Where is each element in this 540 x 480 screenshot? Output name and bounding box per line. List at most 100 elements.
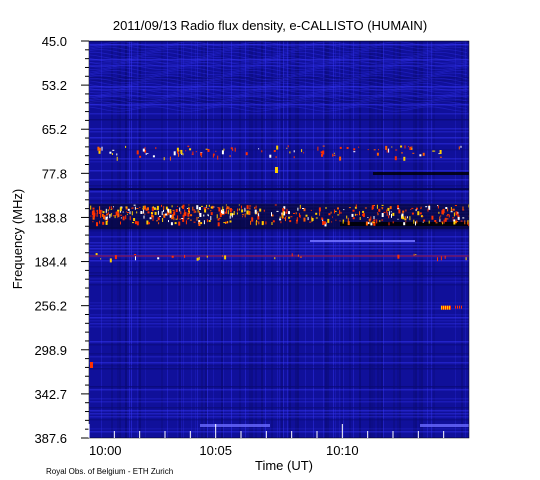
hot-pixel (334, 210, 337, 212)
hot-pixel (152, 216, 154, 221)
hot-pixel (303, 217, 306, 222)
hot-pixel (302, 208, 304, 209)
hot-pixel (383, 211, 386, 213)
hot-pixel (195, 151, 197, 153)
texture-row (89, 275, 469, 277)
hot-pixel (457, 305, 458, 309)
hot-pixel (460, 145, 462, 148)
plot-area (89, 41, 469, 438)
channel-line (89, 188, 469, 190)
hot-pixel (163, 213, 166, 218)
hot-pixel (337, 207, 339, 210)
hot-pixel (423, 219, 426, 222)
hot-pixel (373, 221, 376, 226)
texture-column (137, 41, 138, 438)
hot-pixel (192, 151, 194, 155)
hot-pixel (445, 207, 448, 209)
texture-column (383, 41, 384, 438)
hot-pixel (222, 210, 225, 214)
hot-pixel (271, 212, 272, 217)
hot-pixel (416, 207, 418, 210)
hot-pixel (443, 219, 445, 224)
texture-column (213, 41, 214, 438)
y-axis-label: Frequency (MHz) (10, 189, 25, 289)
hot-pixel (402, 216, 405, 220)
hot-pixel (100, 209, 102, 214)
hot-pixel (125, 206, 128, 210)
hot-pixel (172, 209, 175, 211)
texture-row (89, 302, 469, 304)
hot-pixel (95, 210, 98, 212)
hot-pixel (299, 207, 301, 209)
hot-pixel (182, 153, 184, 156)
hot-pixel (263, 209, 265, 212)
hot-pixels (90, 145, 469, 368)
texture-column (465, 41, 466, 438)
hot-pixel (305, 214, 308, 217)
texture-column (117, 41, 119, 438)
hot-pixel (462, 217, 465, 219)
hot-pixel (132, 222, 134, 224)
y-tick-label: 65.2 (42, 122, 67, 137)
hot-pixel (227, 221, 229, 224)
texture-wave (89, 80, 468, 86)
x-axis: 10:00 10:05 10:10 (88, 424, 445, 458)
hot-pixel (257, 211, 259, 216)
plot-frame (88, 40, 470, 439)
hot-pixel (403, 156, 406, 161)
hot-pixel (271, 222, 273, 225)
texture-wave (89, 62, 468, 68)
hot-pixel (334, 209, 335, 214)
hot-pixel (251, 216, 253, 221)
hot-pixel (406, 216, 408, 219)
hot-pixel (446, 218, 449, 220)
hot-pixel (352, 209, 355, 212)
hot-pixel (120, 214, 123, 216)
texture-column (183, 41, 184, 438)
hot-pixel (321, 217, 323, 221)
hot-pixel (439, 216, 441, 220)
hot-pixel (404, 145, 406, 149)
hot-pixel (303, 152, 305, 154)
hot-pixel (447, 208, 449, 212)
hot-pixel (437, 205, 439, 207)
texture-column (371, 41, 373, 438)
hot-pixel (221, 150, 224, 155)
texture-column (349, 41, 351, 438)
hot-pixel (103, 216, 105, 220)
hot-pixel (167, 208, 170, 213)
hot-pixel (248, 210, 251, 215)
hot-pixel (152, 215, 154, 218)
hot-pixel (315, 212, 318, 215)
hot-pixel (114, 215, 116, 219)
hot-pixel (198, 256, 200, 260)
hot-pixel (92, 213, 95, 218)
hot-pixel (142, 148, 145, 152)
hot-pixel (402, 212, 404, 214)
texture-column (139, 41, 141, 438)
texture-wave (89, 85, 468, 91)
hot-pixel (362, 210, 365, 213)
texture-column (281, 41, 283, 438)
hot-pixel (225, 204, 227, 206)
hot-pixel (201, 156, 203, 158)
hot-pixel (310, 209, 312, 211)
texture-wave (89, 75, 468, 81)
hot-pixel (213, 206, 215, 208)
hot-pixel (206, 204, 208, 207)
hot-pixel (453, 219, 456, 222)
hot-pixel (273, 150, 275, 152)
hot-pixel (287, 145, 289, 148)
hot-pixel (353, 151, 356, 153)
texture-row (89, 62, 469, 64)
hot-pixel (179, 207, 181, 212)
hot-pixel (180, 211, 182, 215)
hot-pixel (428, 204, 430, 206)
texture-column (255, 41, 257, 438)
texture-row (89, 98, 469, 100)
texture-column (359, 41, 361, 438)
hot-pixel (142, 205, 144, 210)
texture-row (89, 305, 469, 307)
hot-pixel (411, 207, 414, 209)
